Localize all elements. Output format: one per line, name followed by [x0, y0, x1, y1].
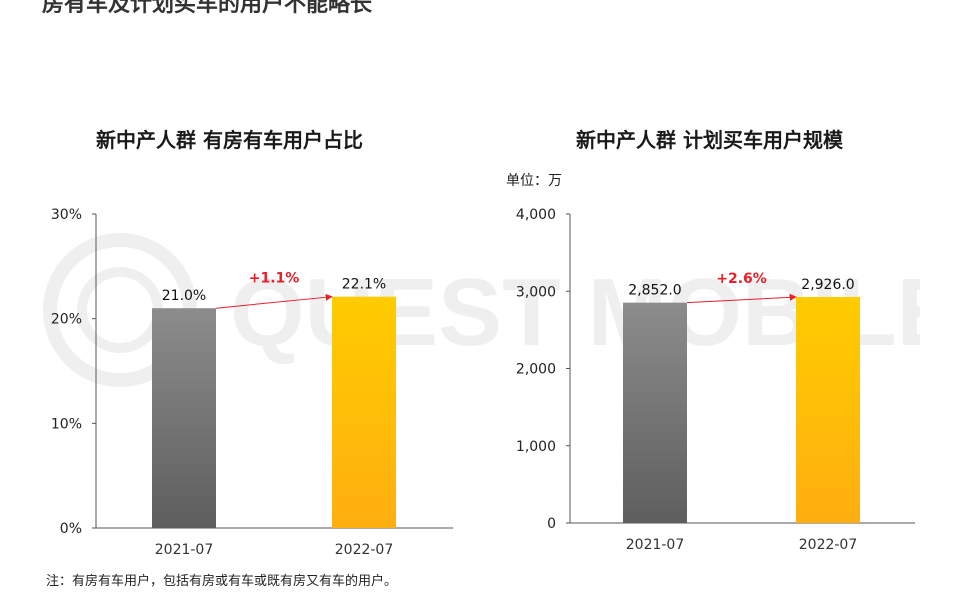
category-label: 2022-07: [335, 542, 394, 558]
y-tick-label: 0%: [60, 521, 82, 537]
y-tick-label: 4,000: [516, 207, 556, 223]
left-bar-chart: 0% 10% 20% 30% 21.0% 2021-07 22.1% 2022-07 +1.1%: [51, 207, 453, 558]
y-tick-label: 1,000: [516, 439, 556, 455]
category-label: 2021-07: [155, 542, 214, 558]
bar-2022-07: [332, 296, 396, 528]
y-tick-label: 0: [547, 516, 556, 532]
page-heading: 房有车及计划买车的用户不能略长: [42, 0, 373, 17]
bar-2021-07: [152, 308, 216, 528]
y-tick-label: 3,000: [516, 284, 556, 300]
unit-label: 单位：万: [506, 173, 562, 189]
bar-2022-07: [796, 296, 860, 523]
footnote: 注：有房有车用户，包括有房或有车或既有房又有车的用户。: [46, 574, 398, 589]
growth-label: +1.1%: [249, 271, 300, 287]
y-tick-label: 10%: [51, 416, 82, 432]
growth-label: +2.6%: [716, 271, 767, 287]
category-label: 2022-07: [799, 537, 858, 553]
y-tick-label: 30%: [51, 207, 82, 223]
right-bar-chart: 0 1,000 2,000 3,000 4,000 2,852.0 2021-07 2,926…: [516, 207, 915, 553]
growth-arrow: [215, 293, 333, 309]
left-chart-title: 新中产人群 有房有车用户占比: [96, 128, 363, 152]
y-tick-label: 2,000: [516, 362, 556, 378]
value-label: 2,852.0: [628, 283, 681, 299]
bar-2021-07: [623, 302, 687, 523]
value-label: 21.0%: [162, 288, 206, 304]
value-label: 22.1%: [342, 277, 386, 293]
value-label: 2,926.0: [801, 277, 854, 293]
growth-arrow: [686, 293, 797, 304]
category-label: 2021-07: [626, 537, 685, 553]
right-chart-title: 新中产人群 计划买车用户规模: [576, 128, 843, 152]
y-tick-label: 20%: [51, 312, 82, 328]
